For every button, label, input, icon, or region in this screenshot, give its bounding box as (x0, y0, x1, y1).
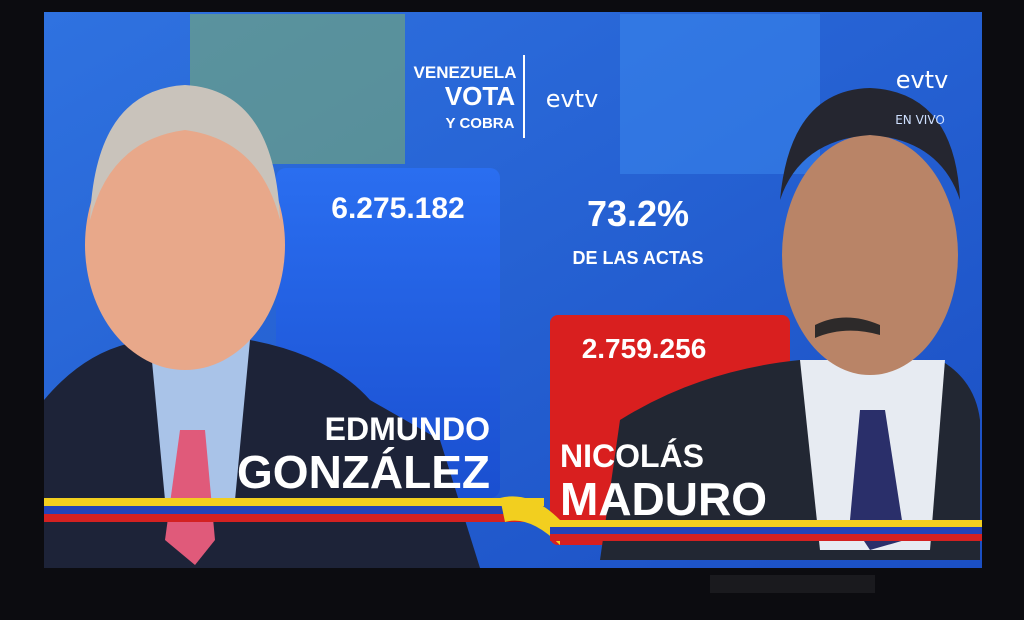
logo-text: Y COBRA (446, 115, 515, 132)
first-name: NICOLÁS (560, 438, 704, 474)
background-panel (620, 14, 820, 174)
logo: VENEZUELA VOTA Y COBRA evtv (414, 55, 599, 138)
logo-channel: evtv (546, 85, 599, 113)
vote-count: 2.759.256 (582, 333, 707, 364)
logo-text: VOTA (445, 81, 516, 111)
percentage-caption: DE LAS ACTAS (572, 248, 703, 268)
live-label: EN VIVO (895, 113, 945, 127)
first-name: EDMUNDO (325, 411, 490, 447)
last-name: MADURO (560, 473, 767, 525)
corner-channel: evtv (896, 66, 949, 94)
tv-stand (710, 575, 875, 593)
logo-text: VENEZUELA (414, 63, 517, 82)
percentage: 73.2% (587, 193, 689, 234)
vote-count: 6.275.182 (331, 192, 464, 225)
last-name: GONZÁLEZ (237, 446, 490, 498)
flag-ribbon (44, 496, 982, 545)
candidate-photo (600, 88, 980, 560)
